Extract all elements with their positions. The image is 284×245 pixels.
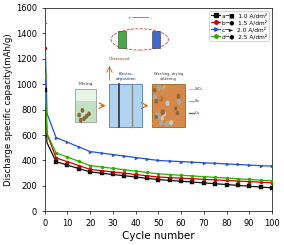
Y-axis label: Discharge specific capacity(mAh/g): Discharge specific capacity(mAh/g) [4, 33, 13, 186]
X-axis label: Cycle number: Cycle number [122, 231, 195, 241]
Legend: a─■  1.0 A/dm², b─●  1.5 A/dm², c─►  2.0 A/dm², d─●  2.5 A/dm²: a─■ 1.0 A/dm², b─● 1.5 A/dm², c─► 2.0 A/… [209, 11, 269, 41]
